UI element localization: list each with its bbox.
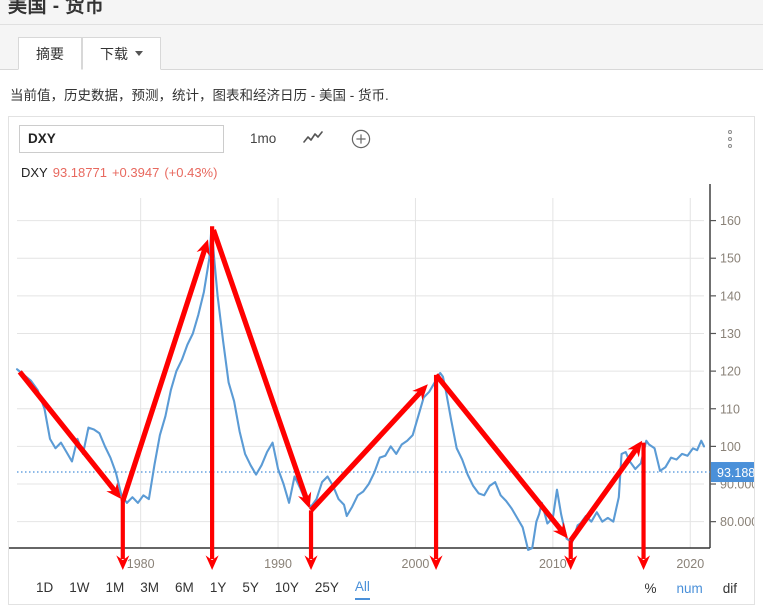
chart-gridlines bbox=[17, 198, 704, 548]
page-title: 美国 - 货币 bbox=[8, 0, 105, 17]
unit-selector-group: % num dif bbox=[624, 581, 754, 596]
plus-circle-icon[interactable] bbox=[350, 128, 372, 150]
drop-arrow-head-cycle-marker-1992 bbox=[304, 555, 318, 570]
quote-change: +0.3947 bbox=[111, 164, 160, 180]
range-button-6m[interactable]: 6M bbox=[175, 580, 194, 595]
chart-toolbar: 1mo bbox=[9, 117, 754, 160]
range-button-1w[interactable]: 1W bbox=[69, 580, 90, 595]
price-series-line bbox=[15, 227, 706, 551]
chart-axes bbox=[9, 184, 716, 549]
unit-button-dif[interactable]: dif bbox=[722, 580, 737, 596]
drop-arrow-head-cycle-marker-1978 bbox=[116, 555, 130, 570]
kebab-dot-2 bbox=[728, 137, 732, 141]
tab-download[interactable]: 下载 bbox=[82, 37, 161, 70]
price-tag-label: 93.188 bbox=[717, 466, 754, 480]
tab-summary-label: 摘要 bbox=[36, 45, 64, 62]
y-tick-label: 120 bbox=[720, 365, 741, 379]
trend-arrow-rally-1978-1985 bbox=[120, 247, 208, 502]
arrow-head-decline-1971-1978 bbox=[106, 482, 122, 500]
series-line-DXY bbox=[15, 227, 706, 551]
kebab-dot-1 bbox=[728, 130, 732, 134]
kebab-dot-3 bbox=[728, 144, 732, 148]
range-button-1y[interactable]: 1Y bbox=[209, 580, 227, 595]
x-tick-label: 1990 bbox=[264, 557, 292, 571]
range-button-1m[interactable]: 1M bbox=[105, 580, 125, 595]
x-tick-label: 1980 bbox=[127, 557, 155, 571]
trend-arrow-rally-2011-2016 bbox=[568, 446, 639, 542]
line-chart-icon[interactable] bbox=[302, 128, 324, 150]
chart-card: 1mo DXY 93.18771 +0.3947 (+0.43%) bbox=[8, 116, 755, 596]
y-tick-label: 110 bbox=[720, 402, 740, 416]
interval-label[interactable]: 1mo bbox=[250, 131, 277, 146]
quote-row: DXY 93.18771 +0.3947 (+0.43%) bbox=[9, 160, 754, 184]
arrow-head-rally-1978-1985 bbox=[196, 239, 210, 257]
drop-arrow-head-cycle-marker-2001 bbox=[429, 555, 443, 570]
page-header: 美国 - 货币 bbox=[0, 0, 763, 25]
range-button-10y[interactable]: 10Y bbox=[274, 580, 299, 595]
chevron-down-icon bbox=[135, 51, 143, 56]
page-subtitle: 当前值，历史数据，预测，统计，图表和经济日历 - 美国 - 货币. bbox=[10, 88, 389, 103]
range-selector-bar: 1D 1W 1M 3M 6M 1Y 5Y 10Y 25Y All % num d… bbox=[8, 572, 755, 605]
drop-arrow-head-cycle-marker-1985 bbox=[205, 555, 219, 570]
trend-arrow-decline-2001-2011 bbox=[434, 373, 565, 533]
y-tick-label: 140 bbox=[720, 289, 741, 303]
drop-arrow-head-cycle-marker-2011 bbox=[564, 555, 578, 570]
range-button-all[interactable]: All bbox=[354, 576, 370, 600]
trend-arrow-decline-1985-1992 bbox=[211, 229, 310, 501]
range-button-3m[interactable]: 3M bbox=[140, 580, 160, 595]
unit-button-num[interactable]: num bbox=[676, 580, 703, 596]
y-tick-label: 80.000 bbox=[720, 515, 754, 529]
x-tick-label: 2000 bbox=[402, 557, 430, 571]
y-tick-label: 160 bbox=[720, 214, 741, 228]
arrow-head-decline-1985-1992 bbox=[298, 491, 312, 509]
arrow-head-rally-1992-2001 bbox=[412, 384, 428, 401]
current-price-tag: 93.188 bbox=[711, 462, 754, 483]
trend-arrow-annotations bbox=[17, 226, 651, 570]
trend-arrow-decline-1971-1978 bbox=[17, 370, 118, 494]
tab-bar: 摘要 下载 bbox=[0, 25, 763, 70]
x-tick-label: 2020 bbox=[676, 557, 704, 571]
quote-change-percent: (+0.43%) bbox=[164, 164, 218, 180]
arrow-head-rally-2011-2016 bbox=[627, 440, 643, 458]
drop-arrow-head-cycle-marker-2016 bbox=[637, 555, 651, 570]
y-tick-label: 130 bbox=[720, 327, 741, 341]
quote-symbol: DXY bbox=[21, 164, 48, 180]
price-tag-bg bbox=[711, 462, 754, 483]
tab-summary[interactable]: 摘要 bbox=[18, 37, 82, 70]
quote-last-price: 93.18771 bbox=[52, 164, 107, 180]
x-tick-label: 2010 bbox=[539, 557, 567, 571]
symbol-input[interactable] bbox=[19, 124, 224, 153]
kebab-menu-icon[interactable] bbox=[728, 130, 732, 148]
range-button-1d[interactable]: 1D bbox=[36, 580, 54, 595]
range-button-25y[interactable]: 25Y bbox=[314, 580, 339, 595]
y-tick-label: 150 bbox=[720, 252, 741, 266]
y-tick-label: 100 bbox=[720, 440, 741, 454]
x-axis-tick-labels: 1980 1990 2000 2010 2020 bbox=[127, 557, 704, 571]
trend-arrow-rally-1992-2001 bbox=[309, 389, 424, 513]
unit-button-percent[interactable]: % bbox=[644, 580, 657, 596]
tab-download-label: 下载 bbox=[100, 45, 128, 62]
arrow-head-decline-2001-2011 bbox=[552, 522, 568, 539]
range-button-5y[interactable]: 5Y bbox=[242, 580, 259, 595]
